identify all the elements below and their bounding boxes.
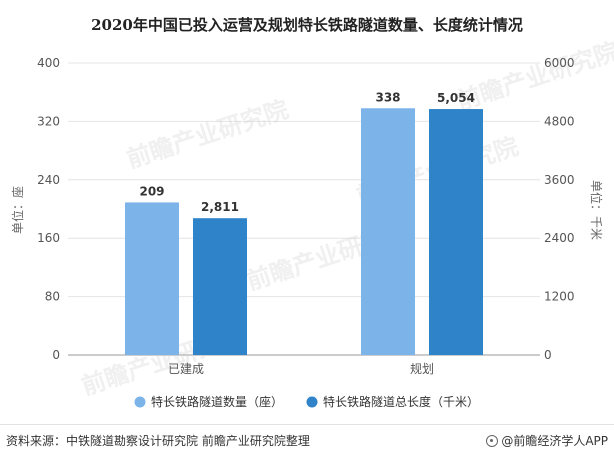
legend: 特长铁路隧道数量（座） 特长铁路隧道总长度（千米） — [134, 394, 479, 409]
legend-label: 特长铁路隧道数量（座） — [151, 394, 283, 409]
chart-title: 2020年中国已投入运营及规划特长铁路隧道数量、长度统计情况 — [91, 16, 523, 34]
source-text: 资料来源：中铁隧道勘察设计研究院 前瞻产业研究院整理 — [6, 434, 310, 448]
y-left-tick-label: 160 — [37, 231, 60, 245]
y-axis-left-ticks: 0 80 160 240 320 400 — [37, 56, 60, 362]
y-right-tick-label: 0 — [544, 348, 552, 362]
bar — [125, 202, 179, 355]
bar-value-label: 209 — [139, 184, 164, 198]
y-right-tick-label: 4800 — [544, 114, 575, 128]
bar — [361, 108, 415, 355]
brand-logo-icon — [486, 434, 499, 447]
brand-credit: @前瞻经济学人APP — [486, 432, 608, 449]
source-footer: 资料来源：中铁隧道勘察设计研究院 前瞻产业研究院整理 @前瞻经济学人APP — [0, 424, 614, 459]
bar — [429, 109, 483, 355]
bars — [125, 108, 483, 355]
y-left-tick-label: 0 — [52, 348, 60, 362]
y-right-tick-label: 1200 — [544, 290, 575, 304]
legend-marker — [134, 396, 146, 408]
y-left-tick-label: 240 — [37, 173, 60, 187]
legend-label: 特长铁路隧道总长度（千米） — [323, 394, 479, 409]
y-right-tick-label: 3600 — [544, 173, 575, 187]
bar-value-label: 2,811 — [201, 200, 239, 214]
y-left-tick-label: 80 — [45, 290, 60, 304]
y-right-tick-label: 2400 — [544, 231, 575, 245]
x-axis-ticks: 已建成 规划 — [168, 361, 434, 376]
brand-text: @前瞻经济学人APP — [501, 434, 608, 448]
watermark: 前瞻产业研究院 — [453, 37, 614, 116]
x-tick-label: 规划 — [410, 361, 434, 376]
bar-chart: 2020年中国已投入运营及规划特长铁路隧道数量、长度统计情况 前瞻产业研究院前瞻… — [10, 16, 614, 409]
y-left-tick-label: 400 — [37, 56, 60, 70]
legend-marker — [306, 396, 318, 408]
y-axis-left-label: 单位：座 — [10, 186, 25, 234]
y-axis-right-label: 单位：千米 — [589, 180, 604, 240]
x-tick-label: 已建成 — [168, 362, 204, 376]
y-right-tick-label: 6000 — [544, 56, 575, 70]
bar — [193, 218, 247, 355]
y-left-tick-label: 320 — [37, 114, 60, 128]
y-axis-right-ticks: 0 1200 2400 3600 4800 6000 — [544, 56, 575, 362]
bar-value-label: 5,054 — [437, 91, 475, 105]
bar-value-label: 338 — [375, 90, 400, 104]
bar-labels: 209 2,811 338 5,054 — [139, 90, 475, 214]
watermark: 前瞻产业研究院 — [123, 95, 291, 174]
